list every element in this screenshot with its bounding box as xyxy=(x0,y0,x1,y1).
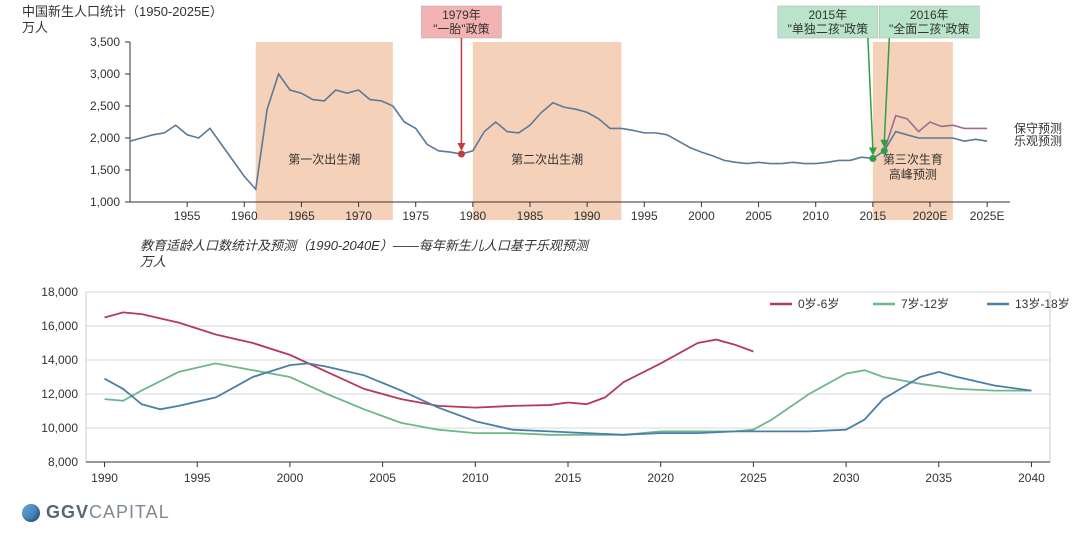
chart1-ytick: 1,500 xyxy=(90,163,120,177)
chart2-title: 教育适龄人口数统计及预测（1990-2040E）——每年新生儿人口基于乐观预测 xyxy=(140,238,590,253)
age-series-line xyxy=(105,363,1032,434)
chart-bottom: 教育适龄人口数统计及预测（1990-2040E）——每年新生儿人口基于乐观预测万… xyxy=(0,232,1080,502)
chart1-ytick: 1,000 xyxy=(90,195,120,209)
chart2-xtick: 2010 xyxy=(462,471,489,485)
arrow-head-icon xyxy=(457,143,465,151)
ggv-logo-icon xyxy=(22,504,40,522)
chart2-ytick: 10,000 xyxy=(41,421,78,435)
chart1-xtick: 1955 xyxy=(174,209,201,223)
baby-boom-shade xyxy=(473,42,622,220)
chart2-xtick: 2015 xyxy=(555,471,582,485)
policy-callout-year: 2016年 xyxy=(910,8,949,22)
policy-callout-name: "单独二孩"政策 xyxy=(788,22,869,36)
chart1-xtick: 2000 xyxy=(688,209,715,223)
chart1-xtick: 1965 xyxy=(288,209,315,223)
legend-label: 0岁-6岁 xyxy=(798,296,839,311)
policy-callout-year: 2015年 xyxy=(809,8,848,22)
baby-boom-label: 高峰预测 xyxy=(889,167,937,182)
chart2-xtick: 2035 xyxy=(925,471,952,485)
policy-callout-name: "全面二孩"政策 xyxy=(889,21,970,36)
chart1-xtick: 1980 xyxy=(460,209,487,223)
chart2-xtick: 1995 xyxy=(184,471,211,485)
chart1-ytick: 3,500 xyxy=(90,35,120,49)
policy-dot xyxy=(881,147,888,154)
policy-callout-year: 1979年 xyxy=(442,8,481,22)
chart1-title: 中国新生人口统计（1950-2025E） xyxy=(22,4,223,19)
policy-dot xyxy=(458,151,465,158)
forecast-label: 乐观预测 xyxy=(1014,134,1062,148)
chart1-xtick: 1995 xyxy=(631,209,658,223)
age-series-line xyxy=(105,363,1032,434)
chart1-xtick: 1985 xyxy=(517,209,544,223)
legend-label: 7岁-12岁 xyxy=(901,296,949,311)
chart2-yunit: 万人 xyxy=(140,254,166,269)
brand-text: GGVCAPITAL xyxy=(46,502,170,523)
policy-arrow xyxy=(868,38,873,149)
chart1-xtick: 1970 xyxy=(345,209,372,223)
chart-top: 中国新生人口统计（1950-2025E）万人第一次出生潮 第二次出生潮 第三次生育高… xyxy=(0,0,1080,232)
chart1-xtick: 2025E xyxy=(970,209,1005,223)
policy-dot xyxy=(869,155,876,162)
legend-label: 13岁-18岁 xyxy=(1015,296,1070,311)
chart2-xtick: 1990 xyxy=(91,471,118,485)
chart2-ytick: 12,000 xyxy=(41,387,78,401)
baby-boom-shade xyxy=(256,42,393,220)
chart2-xtick: 2000 xyxy=(277,471,304,485)
chart2-ytick: 14,000 xyxy=(41,353,78,367)
chart2-ytick: 18,000 xyxy=(41,285,78,299)
chart2-xtick: 2025 xyxy=(740,471,767,485)
chart1-xtick: 2015 xyxy=(860,209,887,223)
chart1-ytick: 2,000 xyxy=(90,131,120,145)
chart1-ytick: 3,000 xyxy=(90,67,120,81)
chart1-xtick: 2020E xyxy=(913,209,948,223)
chart1-xtick: 2010 xyxy=(802,209,829,223)
chart2-ytick: 16,000 xyxy=(41,319,78,333)
chart1-xtick: 1975 xyxy=(402,209,429,223)
chart1-xtick: 1960 xyxy=(231,209,258,223)
baby-boom-label: 第三次生育 xyxy=(883,152,943,167)
baby-boom-label: 第二次出生潮 xyxy=(511,152,583,167)
chart2-xtick: 2040 xyxy=(1018,471,1045,485)
chart1-yunit: 万人 xyxy=(22,20,48,35)
chart2-xtick: 2030 xyxy=(833,471,860,485)
chart2-xtick: 2005 xyxy=(369,471,396,485)
chart1-xtick: 1990 xyxy=(574,209,601,223)
footer-brand: GGVCAPITAL xyxy=(22,502,170,523)
chart1-xtick: 2005 xyxy=(745,209,772,223)
policy-callout-name: "一胎"政策 xyxy=(433,22,490,36)
chart2-xtick: 2020 xyxy=(647,471,674,485)
chart2-ytick: 8,000 xyxy=(48,455,78,469)
baby-boom-label: 第一次出生潮 xyxy=(288,152,360,167)
chart1-ytick: 2,500 xyxy=(90,99,120,113)
